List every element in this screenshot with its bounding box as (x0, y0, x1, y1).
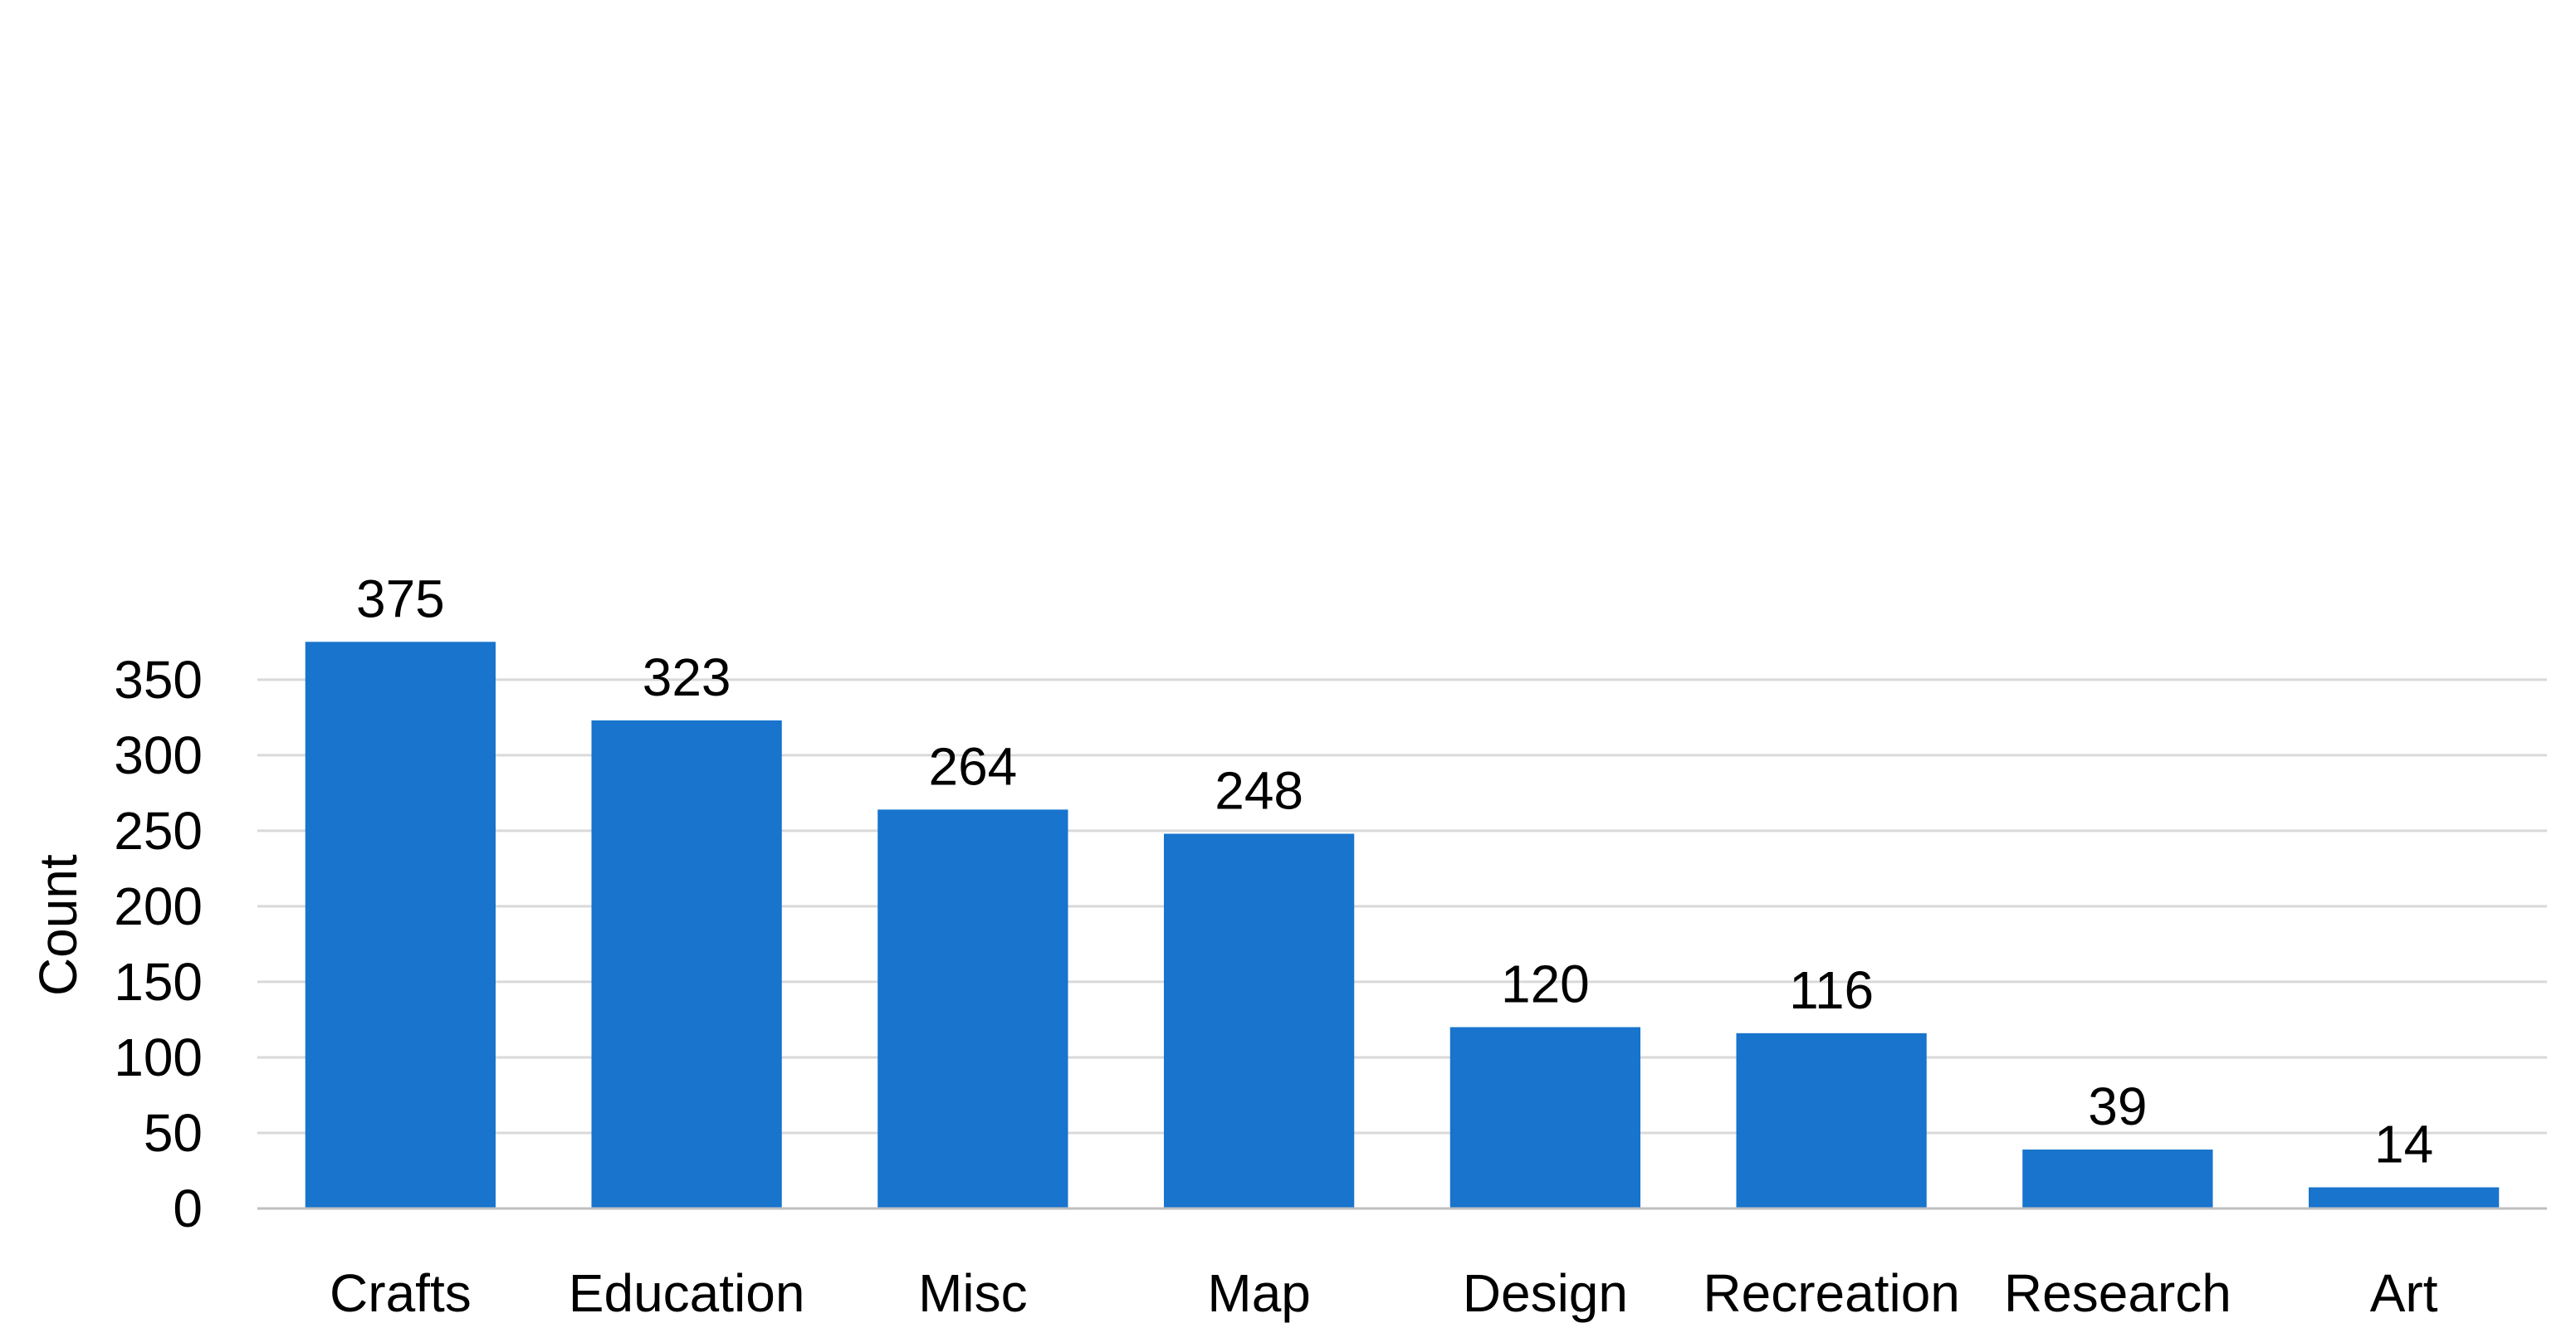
x-axis-categories: Crafts Education Misc Map Design Recreation Re… (330, 1263, 2438, 1323)
data-label-map: 248 (1215, 761, 1303, 821)
y-tick-label: 0 (173, 1179, 203, 1238)
y-tick-label: 250 (114, 801, 203, 861)
y-axis-title: Count (28, 854, 88, 996)
x-tick-label-misc: Misc (918, 1263, 1028, 1323)
bar-education (591, 720, 782, 1208)
bar-design (1449, 1027, 1641, 1208)
x-tick-label-research: Research (2004, 1263, 2231, 1323)
bar-recreation (1736, 1033, 1927, 1208)
data-label-crafts: 375 (356, 569, 445, 628)
data-label-research: 39 (2088, 1077, 2147, 1136)
bar-art (2308, 1187, 2500, 1208)
x-tick-label-art: Art (2370, 1263, 2438, 1323)
data-label-recreation: 116 (1789, 960, 1874, 1020)
data-label-art: 14 (2374, 1115, 2433, 1174)
y-tick-label: 150 (114, 952, 203, 1012)
bar-research (2022, 1150, 2213, 1208)
y-axis-ticks: 0 50 100 150 200 250 300 350 (114, 650, 203, 1238)
data-label-education: 323 (643, 647, 731, 707)
y-tick-label: 200 (114, 876, 203, 936)
x-tick-label-recreation: Recreation (1703, 1263, 1960, 1323)
data-label-design: 120 (1501, 954, 1590, 1014)
y-tick-label: 300 (114, 725, 203, 785)
data-labels: 375 323 264 248 120 116 39 14 (356, 569, 2433, 1174)
x-tick-label-map: Map (1207, 1263, 1311, 1323)
y-tick-label: 50 (144, 1103, 203, 1163)
x-tick-label-education: Education (569, 1263, 805, 1323)
x-tick-label-design: Design (1463, 1263, 1628, 1323)
y-tick-label: 100 (114, 1028, 203, 1087)
bar-map (1163, 833, 1355, 1208)
bars (305, 642, 2500, 1208)
bar-crafts (305, 642, 496, 1208)
data-label-misc: 264 (928, 736, 1017, 796)
y-tick-label: 350 (114, 650, 203, 710)
x-tick-label-crafts: Crafts (330, 1263, 472, 1323)
bar-misc (877, 809, 1068, 1208)
